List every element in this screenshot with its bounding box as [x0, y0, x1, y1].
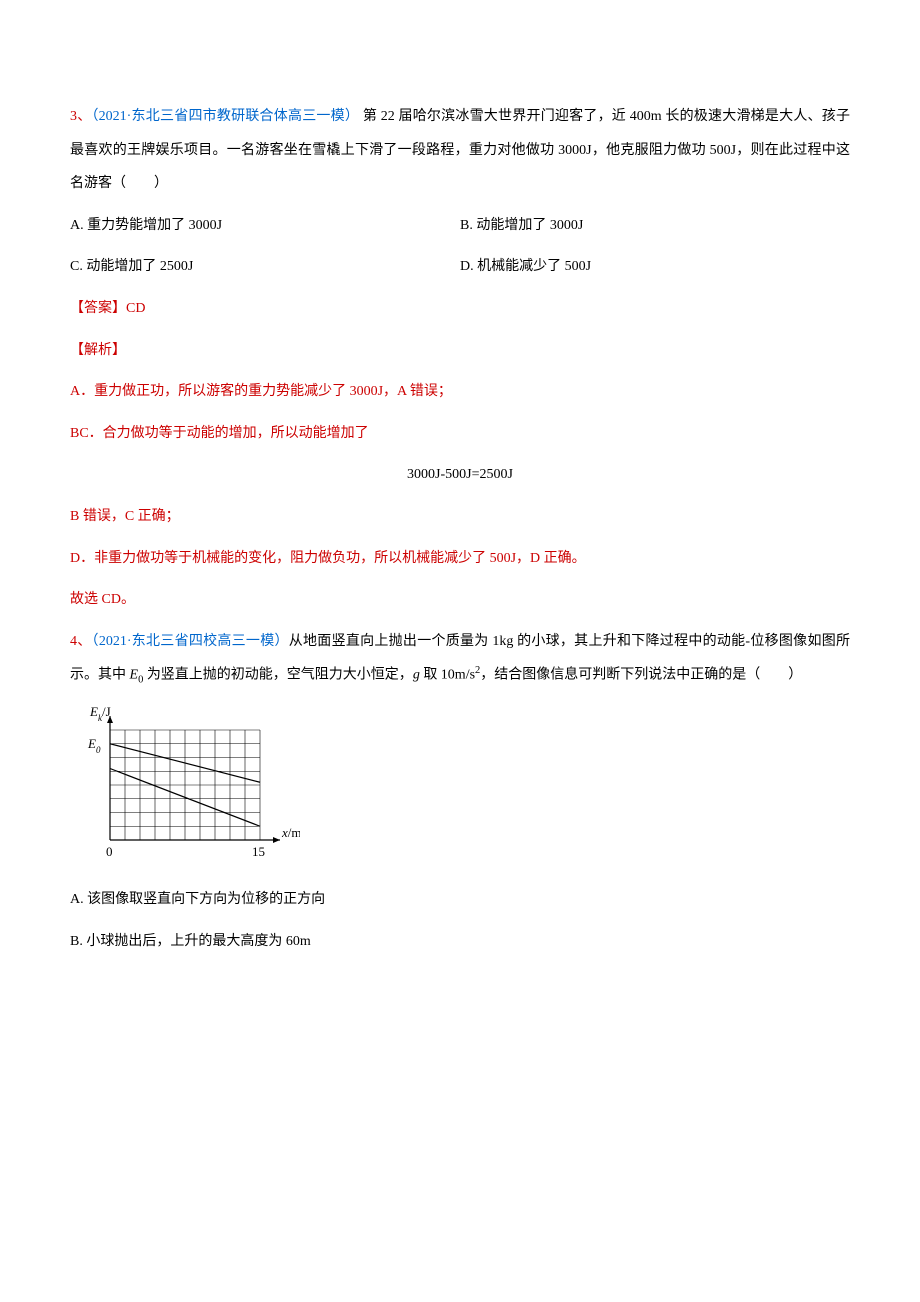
q3-expl-bc: BC．合力做功等于动能的增加，所以动能增加了 [70, 417, 850, 451]
q3-options-row2: C. 动能增加了 2500J D. 机械能减少了 500J [70, 250, 850, 284]
q4-stem: 4、（2021·东北三省四校高三一模）从地面竖直向上抛出一个质量为 1kg 的小… [70, 625, 850, 693]
q3-stem: 3、（2021·东北三省四市教研联合体高三一模） 第 22 届哈尔滨冰雪大世界开… [70, 100, 850, 201]
q3-answer-value: CD [126, 301, 145, 316]
q3-answer-label: 【答案】 [70, 301, 126, 316]
q3-source: （2021·东北三省四市教研联合体高三一模） [91, 109, 359, 124]
q4-chart: Ek/J E0 0 15 x/m [70, 705, 850, 865]
q3-option-c: C. 动能增加了 2500J [70, 250, 460, 284]
q3-option-b: B. 动能增加了 3000J [460, 209, 850, 243]
q4-g: g [413, 668, 420, 683]
q3-expl-b2: B 错误，C 正确； [70, 500, 850, 534]
q3-option-d: D. 机械能减少了 500J [460, 250, 850, 284]
svg-text:0: 0 [106, 844, 113, 859]
q4-option-a: A. 该图像取竖直向下方向为位移的正方向 [70, 883, 850, 917]
q4-stem-d: ，结合图像信息可判断下列说法中正确的是（ ） [480, 668, 802, 683]
q3-expl-eq: 3000J-500J=2500J [70, 458, 850, 492]
q4-number: 4、 [70, 634, 92, 649]
q4-stem-c: 取 10m/s [420, 668, 475, 683]
q3-explain-label: 【解析】 [70, 334, 850, 368]
svg-text:x/m: x/m [281, 825, 300, 840]
q3-number: 3、 [70, 109, 91, 124]
q3-expl-final: 故选 CD。 [70, 583, 850, 617]
q4-option-b: B. 小球抛出后，上升的最大高度为 60m [70, 925, 850, 959]
q3-options-row1: A. 重力势能增加了 3000J B. 动能增加了 3000J [70, 209, 850, 243]
q3-expl-a: A．重力做正功，所以游客的重力势能减少了 3000J，A 错误； [70, 375, 850, 409]
q4-stem-b: 为竖直上抛的初动能，空气阻力大小恒定， [143, 668, 413, 683]
q3-answer: 【答案】CD [70, 292, 850, 326]
svg-text:Ek/J: Ek/J [89, 705, 111, 723]
q3-option-a: A. 重力势能增加了 3000J [70, 209, 460, 243]
svg-text:E0: E0 [87, 736, 101, 755]
q4-chart-svg: Ek/J E0 0 15 x/m [70, 705, 300, 865]
svg-text:15: 15 [252, 844, 265, 859]
q4-source: （2021·东北三省四校高三一模） [92, 634, 289, 649]
q3-expl-d: D．非重力做功等于机械能的变化，阻力做负功，所以机械能减少了 500J，D 正确… [70, 542, 850, 576]
q4-e0: E [130, 668, 139, 683]
